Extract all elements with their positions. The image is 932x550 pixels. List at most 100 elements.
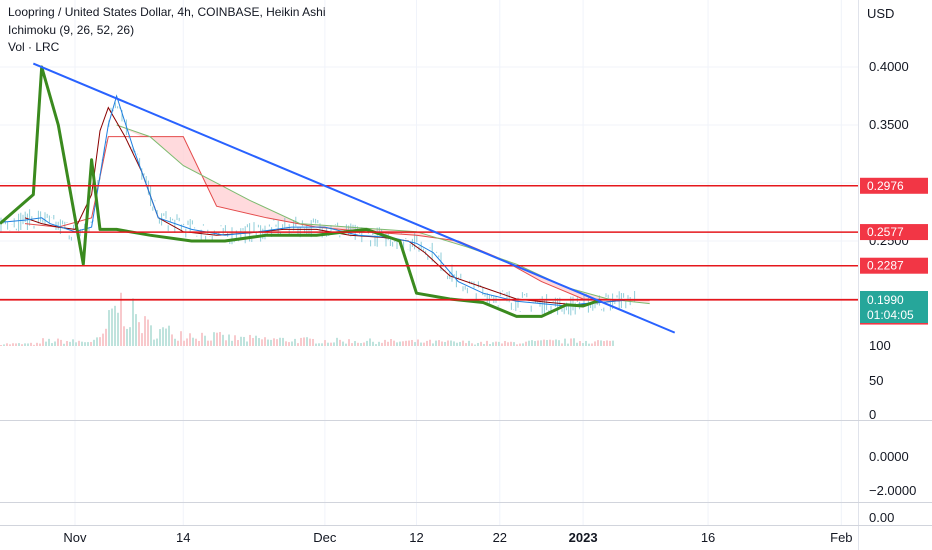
volume-bar <box>603 341 605 346</box>
volume-bar <box>60 339 62 346</box>
volume-bar <box>375 344 377 346</box>
volume-bar <box>96 337 98 346</box>
volume-bar <box>351 343 353 346</box>
volume-bar <box>444 341 446 346</box>
volume-bar <box>186 338 188 346</box>
volume-bar <box>48 338 50 346</box>
volume-legend[interactable]: Vol · LRC <box>8 39 59 55</box>
volume-bar <box>564 338 566 346</box>
volume-bar <box>411 339 413 346</box>
volume-bar <box>336 337 338 346</box>
trendline[interactable] <box>32 62 676 334</box>
last-price-value: 0.1990 <box>867 293 904 307</box>
volume-bar <box>573 338 575 346</box>
volume-bar <box>45 341 47 346</box>
volume-bar <box>519 343 521 346</box>
volume-bar <box>66 341 68 346</box>
volume-bar <box>264 337 266 346</box>
volume-bar <box>93 339 95 346</box>
volume-bar <box>558 340 560 346</box>
level-badge <box>860 224 928 241</box>
volume-bar <box>261 339 263 346</box>
volume-bar <box>258 338 260 346</box>
symbol-legend[interactable]: Loopring / United States Dollar, 4h, COI… <box>8 4 326 20</box>
volume-bar <box>84 342 86 346</box>
volume-bar <box>111 308 113 346</box>
volume-bar <box>216 332 218 346</box>
ichimoku-cloud <box>116 125 650 304</box>
level-badge <box>860 257 928 274</box>
time-axis-ticks[interactable]: Nov 14 Dec 12 22 2023 16 Feb <box>63 530 852 545</box>
volume-bar <box>150 325 152 346</box>
volume-bar <box>117 312 119 346</box>
ichimoku-title[interactable]: Ichimoku (9, 26, 52, 26) <box>8 23 135 37</box>
volume-bar <box>390 338 392 346</box>
volume-bar <box>447 340 449 346</box>
volume-bar <box>132 298 134 346</box>
volume-bar <box>477 342 479 346</box>
volume-bar <box>87 342 89 346</box>
volume-bar <box>177 340 179 346</box>
volume-bar <box>276 339 278 346</box>
volume-bar <box>342 341 344 346</box>
volume-bar <box>246 341 248 346</box>
volume-bar <box>237 340 239 346</box>
volume-bar <box>27 343 29 346</box>
volume-bar <box>453 341 455 346</box>
volume-bar <box>513 342 515 346</box>
volume-bar <box>579 341 581 346</box>
ichimoku-base-line <box>24 106 625 306</box>
volume-bar <box>384 339 386 346</box>
volume-bar <box>507 342 509 346</box>
volume-bar <box>231 340 233 346</box>
volume-bar <box>288 342 290 346</box>
volume-title[interactable]: Vol · LRC <box>8 40 60 54</box>
volume-bar <box>240 336 242 346</box>
volume-bar <box>21 344 23 346</box>
indicator-axis-ticks: 0.0000 −2.0000 <box>869 449 916 498</box>
volume-bar <box>405 340 407 346</box>
price-tick-label: 0.4000 <box>869 59 909 74</box>
volume-bar <box>225 340 227 346</box>
volume-bar <box>588 343 590 346</box>
volume-bar <box>594 341 596 346</box>
volume-bar <box>456 342 458 346</box>
volume-bar <box>0 345 2 346</box>
volume-bar <box>42 338 44 346</box>
volume-bar <box>597 340 599 346</box>
volume-bar <box>348 339 350 346</box>
volume-bar <box>90 341 92 346</box>
volume-bar <box>222 334 224 346</box>
symbol-title[interactable]: Loopring / United States Dollar, 4h, COI… <box>8 5 326 19</box>
volume-bar <box>570 338 572 346</box>
volume-bar <box>267 339 269 346</box>
ichimoku-legend[interactable]: Ichimoku (9, 26, 52, 26) <box>8 22 134 38</box>
volume-bar <box>120 292 122 346</box>
volume-bar <box>306 337 308 346</box>
volume-bar <box>534 341 536 346</box>
time-tick-label: Feb <box>830 530 852 545</box>
volume-bar <box>372 341 374 346</box>
volume-bar <box>210 340 212 346</box>
volume-bar <box>537 340 539 346</box>
volume-bar <box>561 343 563 346</box>
volume-bar <box>141 333 143 346</box>
horizontal-levels[interactable] <box>0 185 858 301</box>
volume-bar <box>516 344 518 346</box>
time-tick-label: Nov <box>63 530 87 545</box>
volume-bar <box>189 333 191 346</box>
volume-bar <box>312 338 314 346</box>
volume-bar <box>282 337 284 346</box>
volume-bar <box>327 342 329 346</box>
volume-tick-label: 0 <box>869 407 876 422</box>
time-tick-label: 14 <box>176 530 190 545</box>
volume-bar <box>162 327 164 346</box>
volume-bar <box>165 328 167 346</box>
volume-bar <box>504 340 506 346</box>
volume-bar <box>498 341 500 346</box>
volume-bar <box>183 340 185 346</box>
volume-bar <box>459 341 461 346</box>
volume-bar <box>255 335 257 346</box>
